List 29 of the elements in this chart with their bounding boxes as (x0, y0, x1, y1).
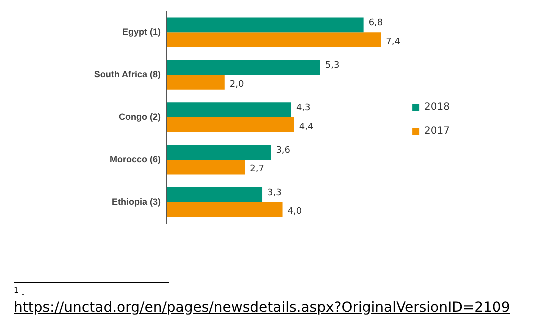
data-label: 5,3 (325, 60, 340, 71)
bar (167, 118, 294, 132)
data-label: 6,8 (368, 18, 384, 29)
y-tick-label: Morocco (6) (110, 154, 162, 164)
data-label: 4,3 (296, 103, 311, 114)
bar (167, 202, 283, 218)
y-tick-label: South Africa (8) (94, 70, 162, 80)
bar (167, 18, 364, 33)
bar (167, 102, 292, 118)
data-label: 7,4 (386, 37, 401, 48)
bar (167, 75, 225, 90)
bar (167, 160, 246, 175)
text: https://unctad.org/en/pages/newsdetails.aspx?OriginalVersionID=2109 (14, 300, 510, 316)
y-tick-label: Ethiopia (3) (112, 196, 162, 207)
bar (167, 145, 272, 160)
bar (167, 60, 320, 76)
y-tick-label: Congo (2) (119, 112, 162, 122)
legend-label: 2018 (424, 102, 450, 114)
data-label: 2,0 (230, 80, 244, 90)
text: $^{1}$ - (14, 286, 26, 300)
y-tick-label: Egypt (1) (122, 27, 162, 38)
data-label: 4,4 (299, 122, 314, 132)
data-label: 3,6 (276, 146, 291, 156)
bar (167, 188, 263, 202)
data-label: 3,3 (268, 188, 282, 198)
bar (167, 32, 382, 48)
legend-label: 2017 (424, 126, 450, 138)
data-label: 4,0 (288, 207, 302, 218)
data-label: 2,7 (250, 164, 264, 175)
